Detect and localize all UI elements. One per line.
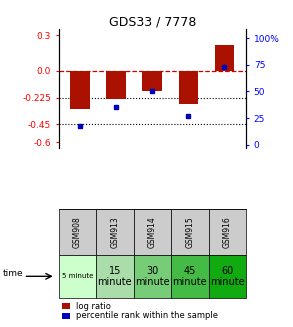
Bar	[134, 255, 171, 298]
Text: GSM915: GSM915	[185, 216, 194, 248]
Text: time: time	[3, 268, 23, 278]
Text: GSM908: GSM908	[73, 216, 82, 248]
Bar	[134, 209, 171, 255]
Bar	[171, 255, 209, 298]
Text: log ratio: log ratio	[76, 301, 111, 311]
Text: GSM913: GSM913	[110, 216, 119, 248]
Text: percentile rank within the sample: percentile rank within the sample	[76, 311, 218, 320]
Bar	[214, 45, 234, 71]
Text: 30
minute: 30 minute	[135, 266, 170, 287]
Bar	[171, 209, 209, 255]
Title: GDS33 / 7778: GDS33 / 7778	[109, 15, 196, 28]
Bar	[70, 71, 90, 109]
Text: 5 minute: 5 minute	[62, 273, 93, 279]
Bar	[59, 255, 96, 298]
Bar	[106, 71, 126, 99]
Text: 45
minute: 45 minute	[173, 266, 207, 287]
Text: GSM914: GSM914	[148, 216, 157, 248]
Text: 60
minute: 60 minute	[210, 266, 245, 287]
Bar	[209, 255, 246, 298]
Bar	[96, 209, 134, 255]
Bar	[59, 209, 96, 255]
Text: GSM916: GSM916	[223, 216, 232, 248]
Bar	[178, 71, 198, 104]
Bar	[96, 255, 134, 298]
Bar	[142, 71, 162, 91]
Bar	[209, 209, 246, 255]
Text: 15
minute: 15 minute	[98, 266, 132, 287]
